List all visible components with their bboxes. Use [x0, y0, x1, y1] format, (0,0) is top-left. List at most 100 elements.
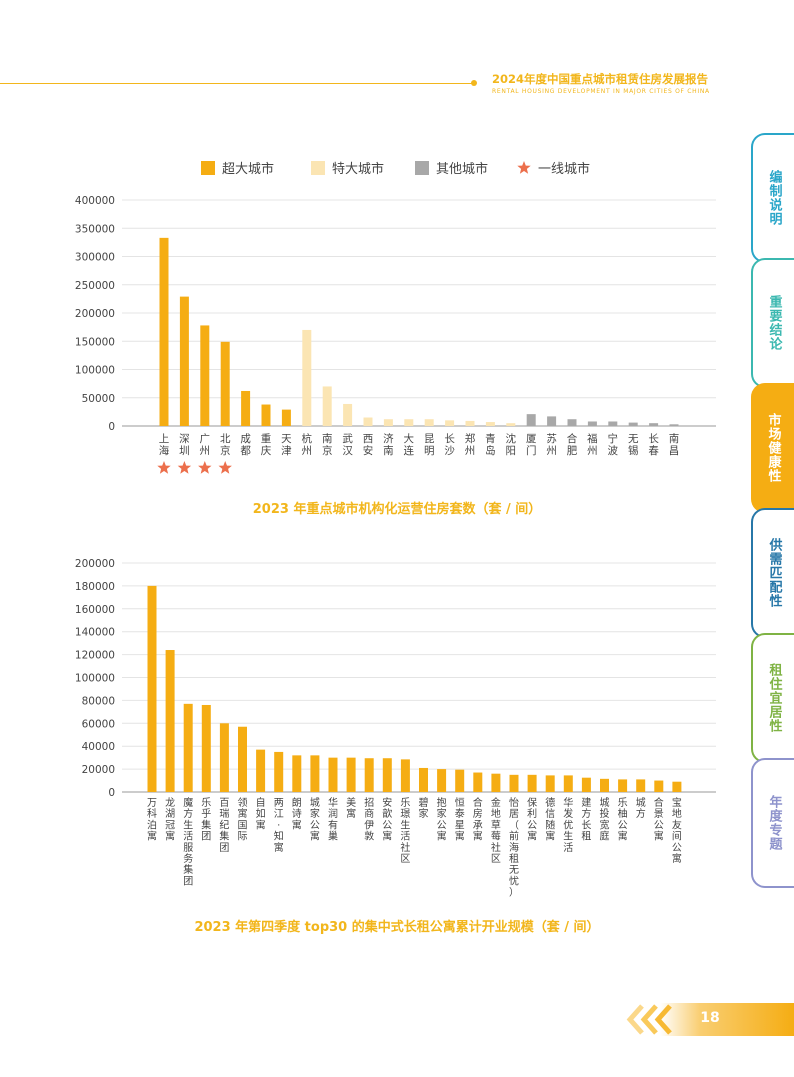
- bar: [473, 772, 483, 792]
- bar: [527, 774, 537, 792]
- x-tick-label: 杭州: [302, 432, 313, 457]
- bar: [404, 419, 414, 426]
- x-tick-label: 华发优生活: [563, 796, 573, 854]
- x-tick-label: 朗诗寓: [292, 797, 302, 831]
- x-tick-label: 乐乎集团: [201, 797, 211, 843]
- bar: [526, 414, 536, 426]
- x-tick-label: 大连: [404, 432, 415, 457]
- bar: [220, 341, 230, 426]
- x-tick-label: 怡居（前海租无忧）: [509, 796, 519, 899]
- bar: [159, 237, 169, 426]
- tab-shichang-jiankangxing[interactable]: 市场健康性: [751, 383, 794, 513]
- bar: [437, 769, 447, 792]
- report-subtitle: RENTAL HOUSING DEVELOPMENT IN MAJOR CITI…: [492, 88, 710, 95]
- x-tick-label: 广州: [200, 433, 211, 457]
- legend-label: 一线城市: [538, 161, 590, 177]
- legend-swatch: [311, 161, 325, 175]
- bar: [310, 755, 320, 792]
- x-tick-label: 碧家: [419, 797, 429, 820]
- bar: [455, 769, 465, 792]
- bar: [400, 759, 410, 792]
- bar: [219, 723, 229, 792]
- x-tick-label: 天津: [281, 433, 292, 457]
- bar: [567, 419, 577, 426]
- x-tick-label: 华润有巢: [328, 796, 338, 843]
- tab-zuzhu-yijuxing[interactable]: 租住宜居性: [751, 633, 794, 763]
- page-number: 18: [700, 1010, 720, 1026]
- tab-label: 供需匹配性: [766, 538, 782, 608]
- x-tick-label: 合肥: [567, 432, 578, 457]
- bar: [165, 650, 175, 792]
- tab-niandu-zhuanti[interactable]: 年度专题: [751, 758, 794, 888]
- bar: [343, 403, 353, 426]
- legend-swatch: [415, 161, 429, 175]
- y-tick-label: 100000: [75, 365, 115, 377]
- bar: [654, 780, 664, 792]
- bar: [292, 755, 302, 792]
- legend-label: 特大城市: [332, 161, 384, 177]
- bar: [600, 778, 609, 792]
- y-tick-label: 80000: [82, 695, 115, 707]
- x-tick-label: 两江·知寓: [274, 798, 284, 854]
- report-title-text: 年度中国重点城市租赁住房发展报告: [524, 72, 709, 86]
- tab-label: 编制说明: [766, 170, 782, 226]
- x-tick-label: 上海: [159, 433, 170, 457]
- tab-bianzhi-shuoming[interactable]: 编制说明: [751, 133, 794, 263]
- y-tick-label: 0: [108, 421, 115, 433]
- y-tick-label: 0: [108, 787, 115, 799]
- x-tick-label: 领寓国际: [238, 796, 248, 843]
- bar: [322, 386, 332, 426]
- bar: [383, 419, 393, 426]
- city-housing-chart: 超大城市 特大城市 其他城市 一线城市 0 50000 100000 150000 200000…: [75, 161, 716, 474]
- bar: [491, 773, 501, 792]
- x-tick-label: 城家公寓: [310, 797, 320, 843]
- x-tick-label: 福州: [587, 432, 598, 457]
- bar: [201, 704, 211, 792]
- x-tick-label: 深圳: [179, 433, 190, 457]
- x-tick-label: 济南: [383, 432, 394, 457]
- x-tick-label: 乐璟生活社区: [400, 797, 410, 865]
- x-tick-label: 长春: [648, 433, 659, 457]
- tab-gongxu-pipeixing[interactable]: 供需匹配性: [751, 508, 794, 638]
- x-tick-label: 北京: [220, 433, 231, 457]
- bar: [241, 390, 251, 426]
- bar: [179, 296, 189, 426]
- bar: [509, 774, 519, 792]
- bar: [618, 779, 628, 792]
- x-tick-label: 城方: [636, 797, 646, 820]
- y-tick-label: 250000: [75, 280, 115, 292]
- bar: [485, 422, 495, 426]
- y-tick-label: 50000: [82, 393, 115, 405]
- x-tick-label: 乐柚公寓: [618, 797, 628, 843]
- x-tick-label: 重庆: [261, 432, 272, 457]
- x-tick-label: 沈阳: [506, 432, 517, 457]
- report-title: 2024年度中国重点城市租赁住房发展报告: [492, 71, 708, 87]
- bar: [445, 420, 455, 426]
- report-year: 2024: [492, 72, 525, 86]
- bar: [346, 757, 356, 792]
- x-tick-label: 武汉: [342, 432, 353, 457]
- x-tick-label: 保利公寓: [527, 796, 537, 843]
- y-tick-label: 180000: [75, 581, 115, 593]
- bar: [672, 781, 682, 792]
- bar: [183, 703, 193, 792]
- x-tick-label: 南昌: [669, 432, 680, 457]
- first-tier-star-icon: [198, 461, 212, 474]
- bar: [545, 775, 555, 792]
- x-tick-label: 万科泊寓: [147, 798, 157, 843]
- y-tick-label: 400000: [75, 195, 115, 207]
- y-tick-label: 160000: [75, 604, 115, 616]
- y-tick-label: 120000: [75, 650, 115, 662]
- x-tick-label: 自如寓: [256, 796, 266, 831]
- x-tick-label: 昆明: [424, 433, 435, 457]
- x-tick-label: 青岛: [485, 432, 496, 457]
- y-tick-label: 200000: [75, 558, 115, 570]
- y-tick-label: 300000: [75, 252, 115, 264]
- x-tick-label: 抱家公寓: [437, 796, 447, 843]
- x-tick-label: 安歆公寓: [382, 796, 392, 843]
- x-tick-label: 恒泰星寓: [455, 796, 465, 843]
- tab-label: 年度专题: [766, 795, 782, 851]
- x-tick-label: 德信随寓: [545, 796, 555, 843]
- x-tick-label: 招商伊敦: [364, 796, 374, 843]
- bar: [563, 775, 573, 792]
